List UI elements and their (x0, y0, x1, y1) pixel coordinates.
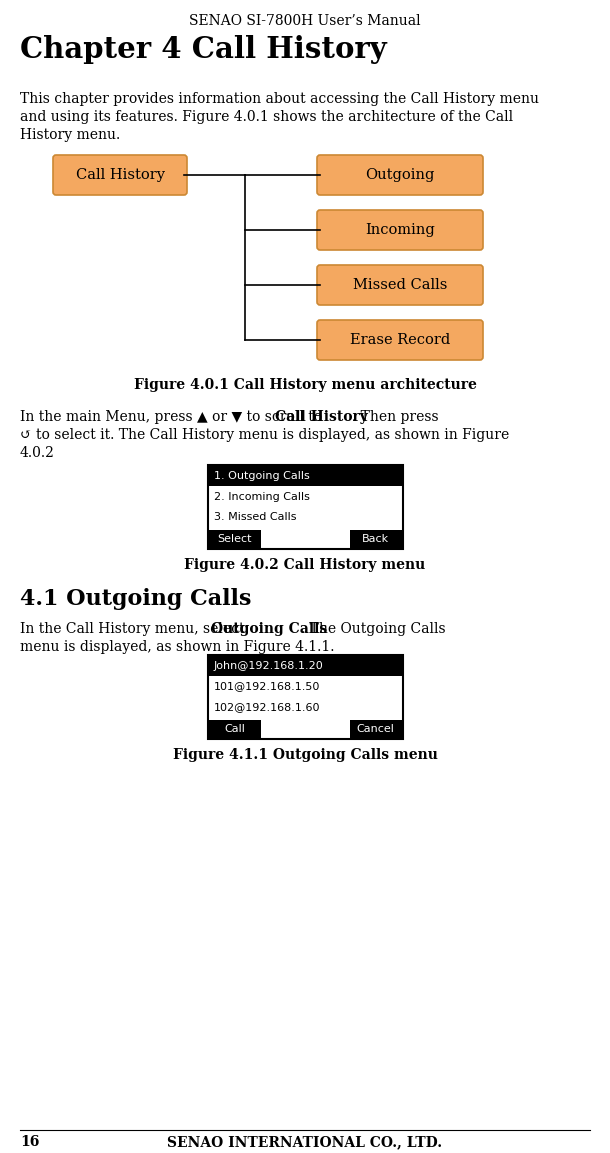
Text: Figure 4.0.2 Call History menu: Figure 4.0.2 Call History menu (184, 558, 426, 572)
Text: Select: Select (217, 535, 252, 544)
Text: 16: 16 (20, 1135, 40, 1150)
Bar (209, 719, 260, 738)
Bar (209, 656, 401, 676)
Text: Missed Calls: Missed Calls (353, 278, 447, 292)
FancyBboxPatch shape (317, 210, 483, 250)
Text: Outgoing Calls: Outgoing Calls (212, 621, 328, 636)
Text: 4.0.2: 4.0.2 (20, 446, 55, 460)
Text: 2. Incoming Calls: 2. Incoming Calls (214, 491, 309, 502)
Text: . The Outgoing Calls: . The Outgoing Calls (301, 621, 446, 636)
Text: ↺ to select it. The Call History menu is displayed, as shown in Figure: ↺ to select it. The Call History menu is… (20, 428, 509, 442)
Text: This chapter provides information about accessing the Call History menu: This chapter provides information about … (20, 92, 539, 106)
Text: Figure 4.0.1 Call History menu architecture: Figure 4.0.1 Call History menu architect… (134, 378, 476, 392)
Text: Call History: Call History (275, 410, 368, 424)
Text: Figure 4.1.1 Outgoing Calls menu: Figure 4.1.1 Outgoing Calls menu (173, 748, 437, 762)
FancyBboxPatch shape (317, 265, 483, 306)
Text: Cancel: Cancel (357, 724, 395, 734)
Text: Erase Record: Erase Record (350, 333, 450, 347)
FancyBboxPatch shape (317, 155, 483, 195)
Text: . Then press: . Then press (352, 410, 439, 424)
Text: History menu.: History menu. (20, 128, 120, 142)
Text: Incoming: Incoming (365, 223, 435, 238)
Text: 101@192.168.1.50: 101@192.168.1.50 (214, 681, 320, 692)
Text: menu is displayed, as shown in Figure 4.1.1.: menu is displayed, as shown in Figure 4.… (20, 640, 334, 654)
Text: Call History: Call History (76, 168, 165, 182)
Bar (207, 655, 403, 739)
Bar (350, 719, 401, 738)
Bar (209, 530, 260, 548)
Text: Back: Back (362, 535, 389, 544)
Text: SENAO SI-7800H User’s Manual: SENAO SI-7800H User’s Manual (189, 14, 421, 28)
Text: In the main Menu, press ▲ or ▼ to scroll to: In the main Menu, press ▲ or ▼ to scroll… (20, 410, 326, 424)
Text: 1. Outgoing Calls: 1. Outgoing Calls (214, 470, 309, 481)
Text: In the Call History menu, select: In the Call History menu, select (20, 621, 249, 636)
Text: 4.1 Outgoing Calls: 4.1 Outgoing Calls (20, 588, 251, 610)
Bar (207, 465, 403, 549)
Text: 102@192.168.1.60: 102@192.168.1.60 (214, 702, 320, 713)
Text: Chapter 4 Call History: Chapter 4 Call History (20, 35, 387, 65)
Text: and using its features. Figure 4.0.1 shows the architecture of the Call: and using its features. Figure 4.0.1 sho… (20, 110, 513, 125)
Text: Outgoing: Outgoing (365, 168, 435, 182)
Text: 3. Missed Calls: 3. Missed Calls (214, 512, 296, 522)
Text: John@192.168.1.20: John@192.168.1.20 (214, 661, 323, 671)
Bar (350, 530, 401, 548)
Text: SENAO INTERNATIONAL CO., LTD.: SENAO INTERNATIONAL CO., LTD. (167, 1135, 443, 1150)
Text: Call: Call (224, 724, 245, 734)
FancyBboxPatch shape (317, 321, 483, 360)
Bar (209, 466, 401, 487)
FancyBboxPatch shape (53, 155, 187, 195)
